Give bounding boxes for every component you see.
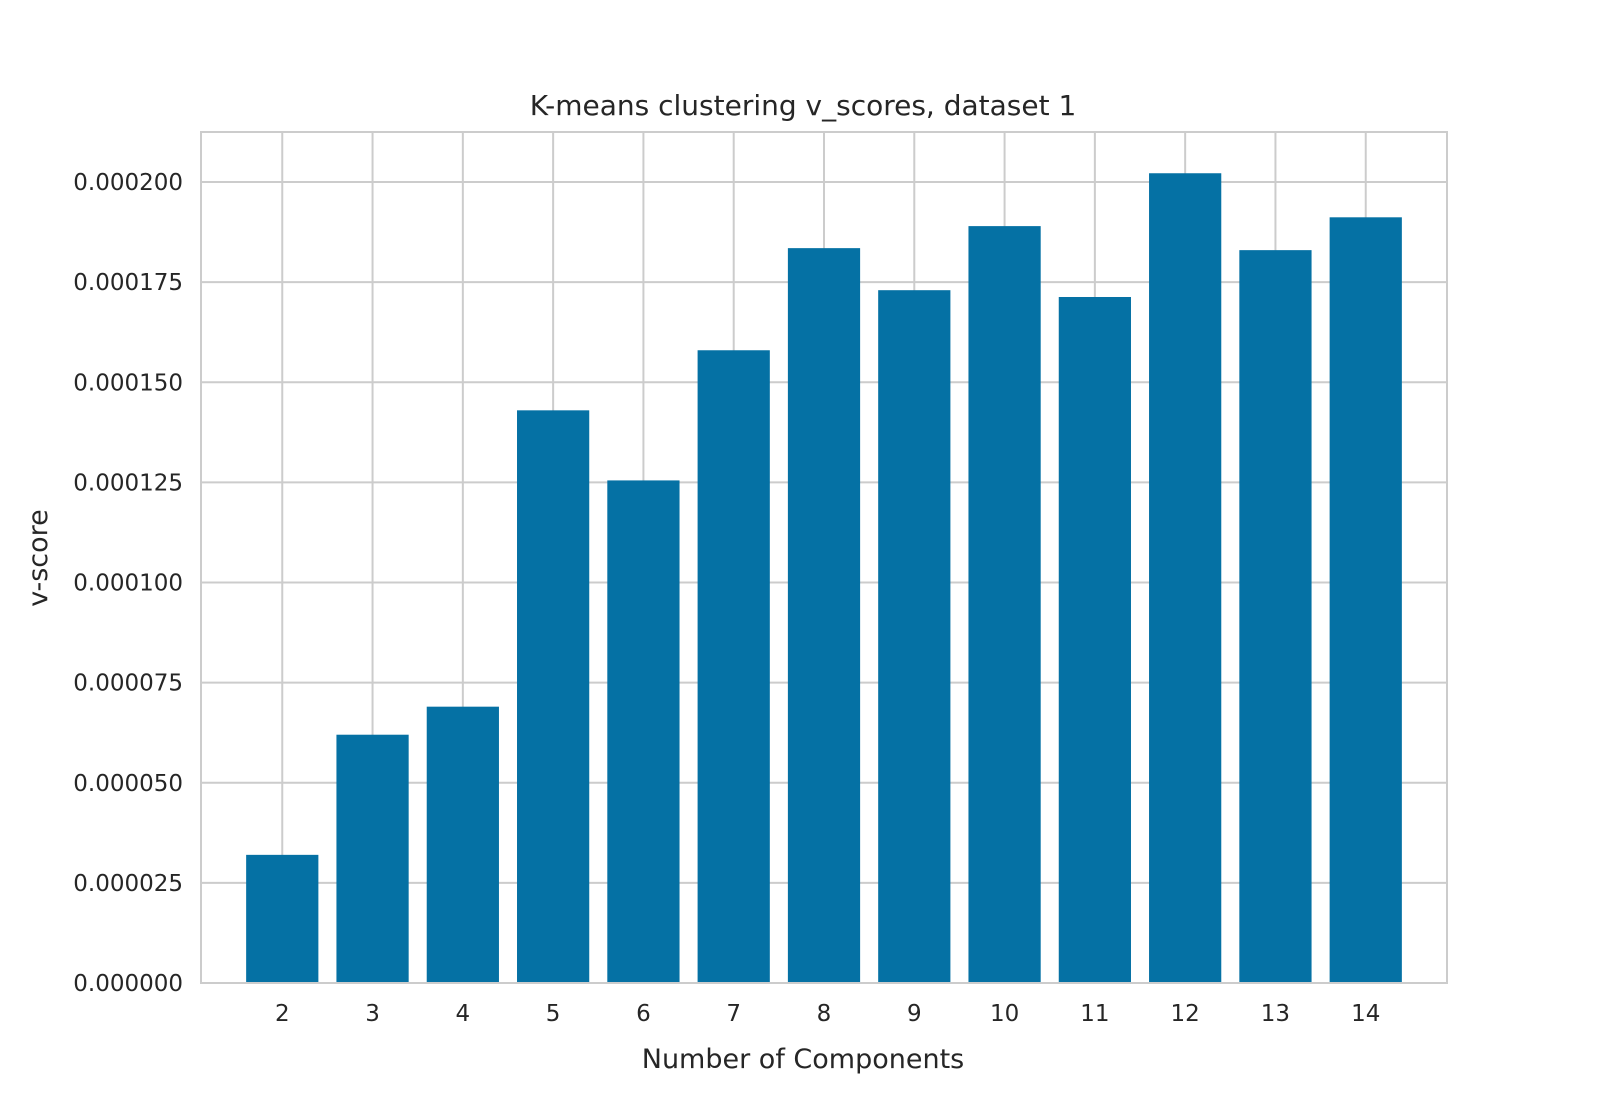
x-tick-label: 12: [1171, 1001, 1200, 1027]
x-axis-label: Number of Components: [642, 1044, 964, 1075]
x-tick-label: 11: [1080, 1001, 1109, 1027]
bar-14: [1329, 217, 1402, 983]
bar-8: [787, 248, 861, 983]
y-tick-label: 0.000025: [73, 871, 183, 897]
x-tick-label: 13: [1261, 1001, 1290, 1027]
y-tick-label: 0.000075: [73, 671, 183, 697]
chart-title: K-means clustering v_scores, dataset 1: [530, 89, 1077, 122]
bar-11: [1058, 296, 1131, 983]
x-tick-label: 3: [365, 1001, 380, 1027]
x-tick-label: 7: [726, 1001, 741, 1027]
y-tick-label: 0.000175: [73, 270, 183, 296]
y-tick-labels: 0.000000 0.000025 0.000050 0.000075 0.000100…: [73, 170, 183, 997]
y-tick-label: 0.000150: [73, 370, 183, 396]
x-tick-label: 14: [1351, 1001, 1380, 1027]
bar-4: [426, 706, 499, 983]
bar-13: [1239, 250, 1312, 984]
bar-10: [968, 226, 1041, 983]
x-tick-label: 5: [546, 1001, 561, 1027]
y-axis-label: v-score: [23, 509, 54, 607]
y-tick-label: 0.000125: [73, 470, 183, 496]
y-tick-label: 0.000000: [73, 971, 183, 997]
x-tick-label: 2: [275, 1001, 290, 1027]
x-tick-label: 9: [907, 1001, 922, 1027]
bar-3: [336, 734, 409, 983]
plot-frame: [200, 131, 1448, 984]
x-tick-label: 4: [456, 1001, 471, 1027]
y-tick-label: 0.000050: [73, 771, 183, 797]
y-tick-label: 0.000200: [73, 170, 183, 196]
x-tick-label: 8: [817, 1001, 832, 1027]
bar-9: [878, 290, 951, 983]
bar-6: [607, 480, 680, 983]
y-tick-label: 0.000100: [73, 571, 183, 597]
bars: [246, 173, 1402, 984]
bar-7: [697, 350, 770, 983]
x-tick-labels: 2 3 4 5 6 7 8 9 10 11 12 13 14: [275, 1001, 1380, 1027]
x-tick-label: 10: [990, 1001, 1019, 1027]
bar-12: [1149, 173, 1222, 983]
bar-2: [246, 854, 319, 983]
bar-5: [517, 410, 590, 984]
x-tick-label: 6: [636, 1001, 651, 1027]
